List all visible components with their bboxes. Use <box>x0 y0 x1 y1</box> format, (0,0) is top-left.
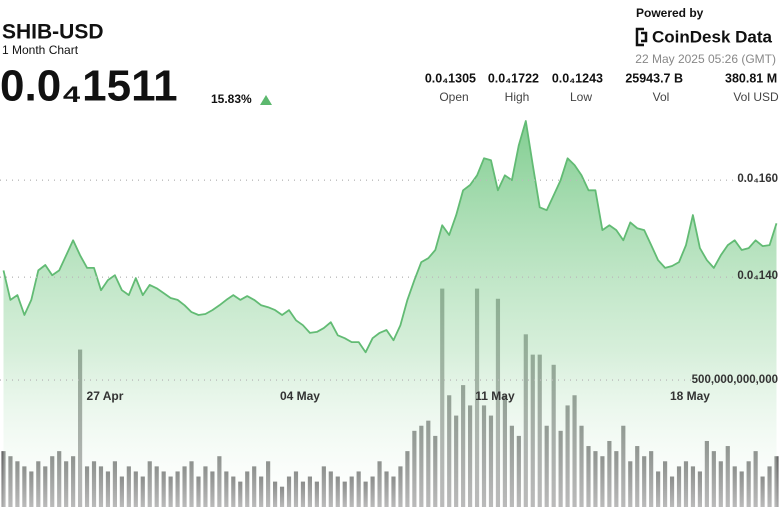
stat-label: Vol USD <box>733 90 779 104</box>
x-tick-label: 18 May <box>670 389 710 403</box>
volume-bar <box>1 451 6 507</box>
price: 0.0₄1511 <box>0 62 178 111</box>
stat-label: High <box>505 90 530 104</box>
plot-area: 0.0₄140 0.0₄160 500,000,000,000 27 Apr 04 Ma… <box>0 120 780 507</box>
up-arrow <box>260 95 272 105</box>
y-tick-label: 0.0₄160 <box>737 173 778 185</box>
brand: CoinDesk Data <box>652 27 773 46</box>
x-tick-label: 27 Apr <box>87 389 124 403</box>
stat-value: 380.81 M <box>725 71 777 85</box>
volume-bar <box>774 456 779 507</box>
stat-value: 0.0₄1305 <box>425 71 476 85</box>
logo <box>635 27 648 47</box>
powered-by: Powered by <box>636 6 704 20</box>
stat-value: 0.0₄1243 <box>552 71 603 85</box>
header: SHIB-USD 1 Month Chart 0.0₄1511 15.83% P… <box>0 6 779 110</box>
y-tick-label: 0.0₄140 <box>737 270 778 282</box>
subtitle: 1 Month Chart <box>2 43 79 57</box>
timestamp: 22 May 2025 05:26 (GMT) <box>635 52 776 66</box>
symbol: SHIB-USD <box>2 21 104 44</box>
price-line <box>2 120 778 354</box>
y2-tick-label: 500,000,000,000 <box>692 374 778 386</box>
stat-label: Vol <box>653 90 670 104</box>
change: 15.83% <box>211 92 252 106</box>
price-area <box>3 121 777 507</box>
stat-label: Low <box>570 90 592 104</box>
x-tick-label: 11 May <box>475 389 515 403</box>
stat-value: 0.0₄1722 <box>488 71 539 85</box>
stat-label: Open <box>439 90 468 104</box>
x-tick-label: 04 May <box>280 389 320 403</box>
stat-value: 25943.7 B <box>625 71 683 85</box>
